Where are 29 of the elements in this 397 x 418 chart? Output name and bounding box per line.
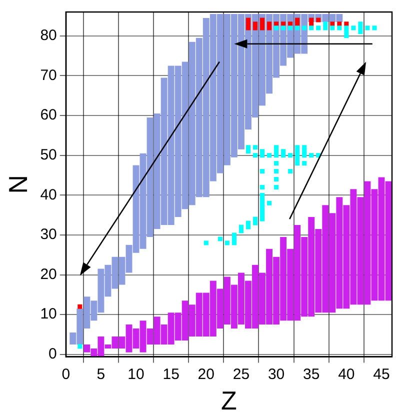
point — [260, 18, 265, 22]
x-tick-label: 20 — [198, 366, 214, 383]
y-tick-label: 30 — [40, 226, 57, 244]
x-axis-title: Z — [220, 386, 237, 416]
y-tick-label: 20 — [40, 266, 57, 283]
x-tick-label: 40 — [338, 366, 355, 383]
x-tick-label: 25 — [232, 366, 250, 383]
x-tick-label: 0 — [62, 366, 70, 383]
y-tick-label: 0 — [48, 346, 57, 363]
y-tick-label: 10 — [40, 306, 57, 323]
y-tick-label: 60 — [40, 106, 57, 124]
point — [78, 304, 82, 309]
point — [267, 22, 272, 26]
point — [295, 18, 300, 22]
y-tick-label: 80 — [40, 27, 57, 44]
point — [252, 22, 258, 26]
y-tick-label: 40 — [40, 186, 57, 204]
x-tick-label: 35 — [303, 366, 320, 383]
point — [309, 18, 314, 22]
x-tick-label: 10 — [128, 366, 144, 383]
y-axis-title: N — [2, 175, 33, 194]
y-tick-label: 70 — [40, 66, 57, 84]
point — [316, 18, 321, 22]
x-tick-label: 30 — [268, 366, 285, 383]
x-tick-label: 45 — [373, 366, 390, 383]
point — [246, 18, 250, 22]
x-tick-label: 5 — [96, 366, 106, 383]
x-tick-label: 15 — [162, 366, 180, 383]
y-tick-label: 50 — [40, 146, 57, 164]
